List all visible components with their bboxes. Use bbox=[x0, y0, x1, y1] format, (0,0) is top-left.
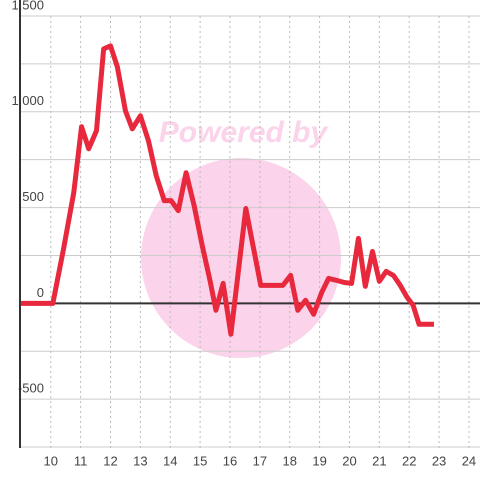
watermark: Powered by bbox=[159, 116, 329, 149]
x-tick-label: 19 bbox=[312, 453, 326, 468]
x-tick-label: 24 bbox=[462, 453, 476, 468]
y-tick-label: 0 bbox=[37, 285, 44, 300]
x-tick-label: 22 bbox=[402, 453, 416, 468]
x-tick-label: 23 bbox=[432, 453, 446, 468]
x-tick-label: 11 bbox=[74, 453, 88, 468]
x-tick-label: 21 bbox=[372, 453, 386, 468]
x-tick-label: 18 bbox=[282, 453, 296, 468]
y-tick-label: -500 bbox=[18, 381, 44, 396]
x-tick-label: 16 bbox=[223, 453, 237, 468]
x-tick-label: 14 bbox=[163, 453, 177, 468]
y-tick-label: 500 bbox=[22, 189, 44, 204]
x-tick-label: 15 bbox=[193, 453, 207, 468]
x-tick-label: 20 bbox=[342, 453, 356, 468]
x-tick-label: 17 bbox=[253, 453, 267, 468]
y-tick-label: 1,500 bbox=[11, 0, 44, 12]
x-tick-label: 10 bbox=[44, 453, 58, 468]
x-tick-label: 13 bbox=[133, 453, 147, 468]
line bbox=[20, 43, 434, 337]
x-tick-label: 12 bbox=[103, 453, 117, 468]
y-tick-label: 1,000 bbox=[11, 93, 44, 108]
